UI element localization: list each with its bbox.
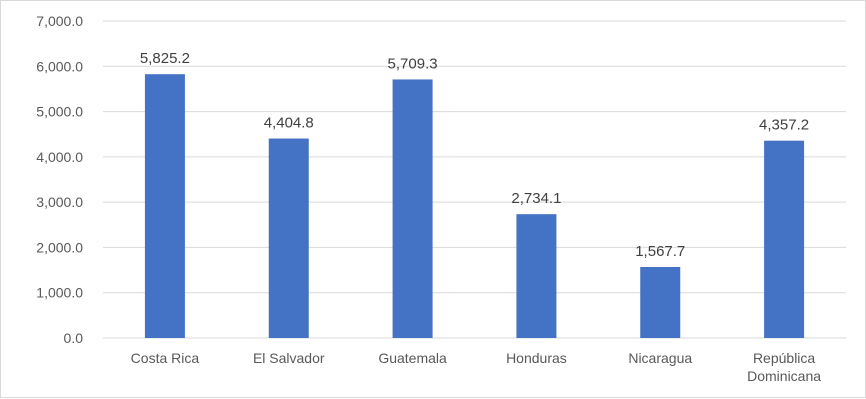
bar <box>268 138 309 338</box>
y-tick-label: 7,000.0 <box>36 13 83 29</box>
bar <box>144 74 185 338</box>
data-labels: 5,825.2 4,404.8 5,709.3 2,734.1 1,567.7 4,357… <box>140 50 809 260</box>
category-label: Honduras <box>506 350 567 366</box>
category-label: Costa Rica <box>131 350 200 366</box>
y-tick-label: 6,000.0 <box>36 58 83 74</box>
category-label: Guatemala <box>378 350 447 366</box>
data-label: 5,709.3 <box>388 55 438 72</box>
bars <box>144 74 805 339</box>
bar <box>640 267 681 338</box>
y-axis-ticks: 0.0 1,000.0 2,000.0 3,000.0 4,000.0 5,000.0 6,… <box>36 13 83 346</box>
bar <box>516 214 557 338</box>
category-label: El Salvador <box>253 350 325 366</box>
y-tick-label: 1,000.0 <box>36 285 83 301</box>
data-label: 1,567.7 <box>635 243 685 260</box>
data-label: 5,825.2 <box>140 50 190 67</box>
y-tick-label: 2,000.0 <box>36 239 83 255</box>
bar <box>392 79 433 339</box>
data-label: 4,357.2 <box>759 117 809 134</box>
y-tick-label: 5,000.0 <box>36 104 83 120</box>
data-label: 2,734.1 <box>511 190 561 207</box>
data-label: 4,404.8 <box>264 115 314 132</box>
category-label: República Dominicana <box>747 350 821 384</box>
gridlines <box>103 20 846 339</box>
y-tick-label: 3,000.0 <box>36 194 83 210</box>
bar <box>764 140 805 338</box>
x-axis-categories: Costa Rica El Salvador Guatemala Honduras Ni… <box>131 350 822 384</box>
y-tick-label: 4,000.0 <box>36 149 83 165</box>
category-label: Nicaragua <box>628 350 692 366</box>
y-tick-label: 0.0 <box>64 330 84 346</box>
